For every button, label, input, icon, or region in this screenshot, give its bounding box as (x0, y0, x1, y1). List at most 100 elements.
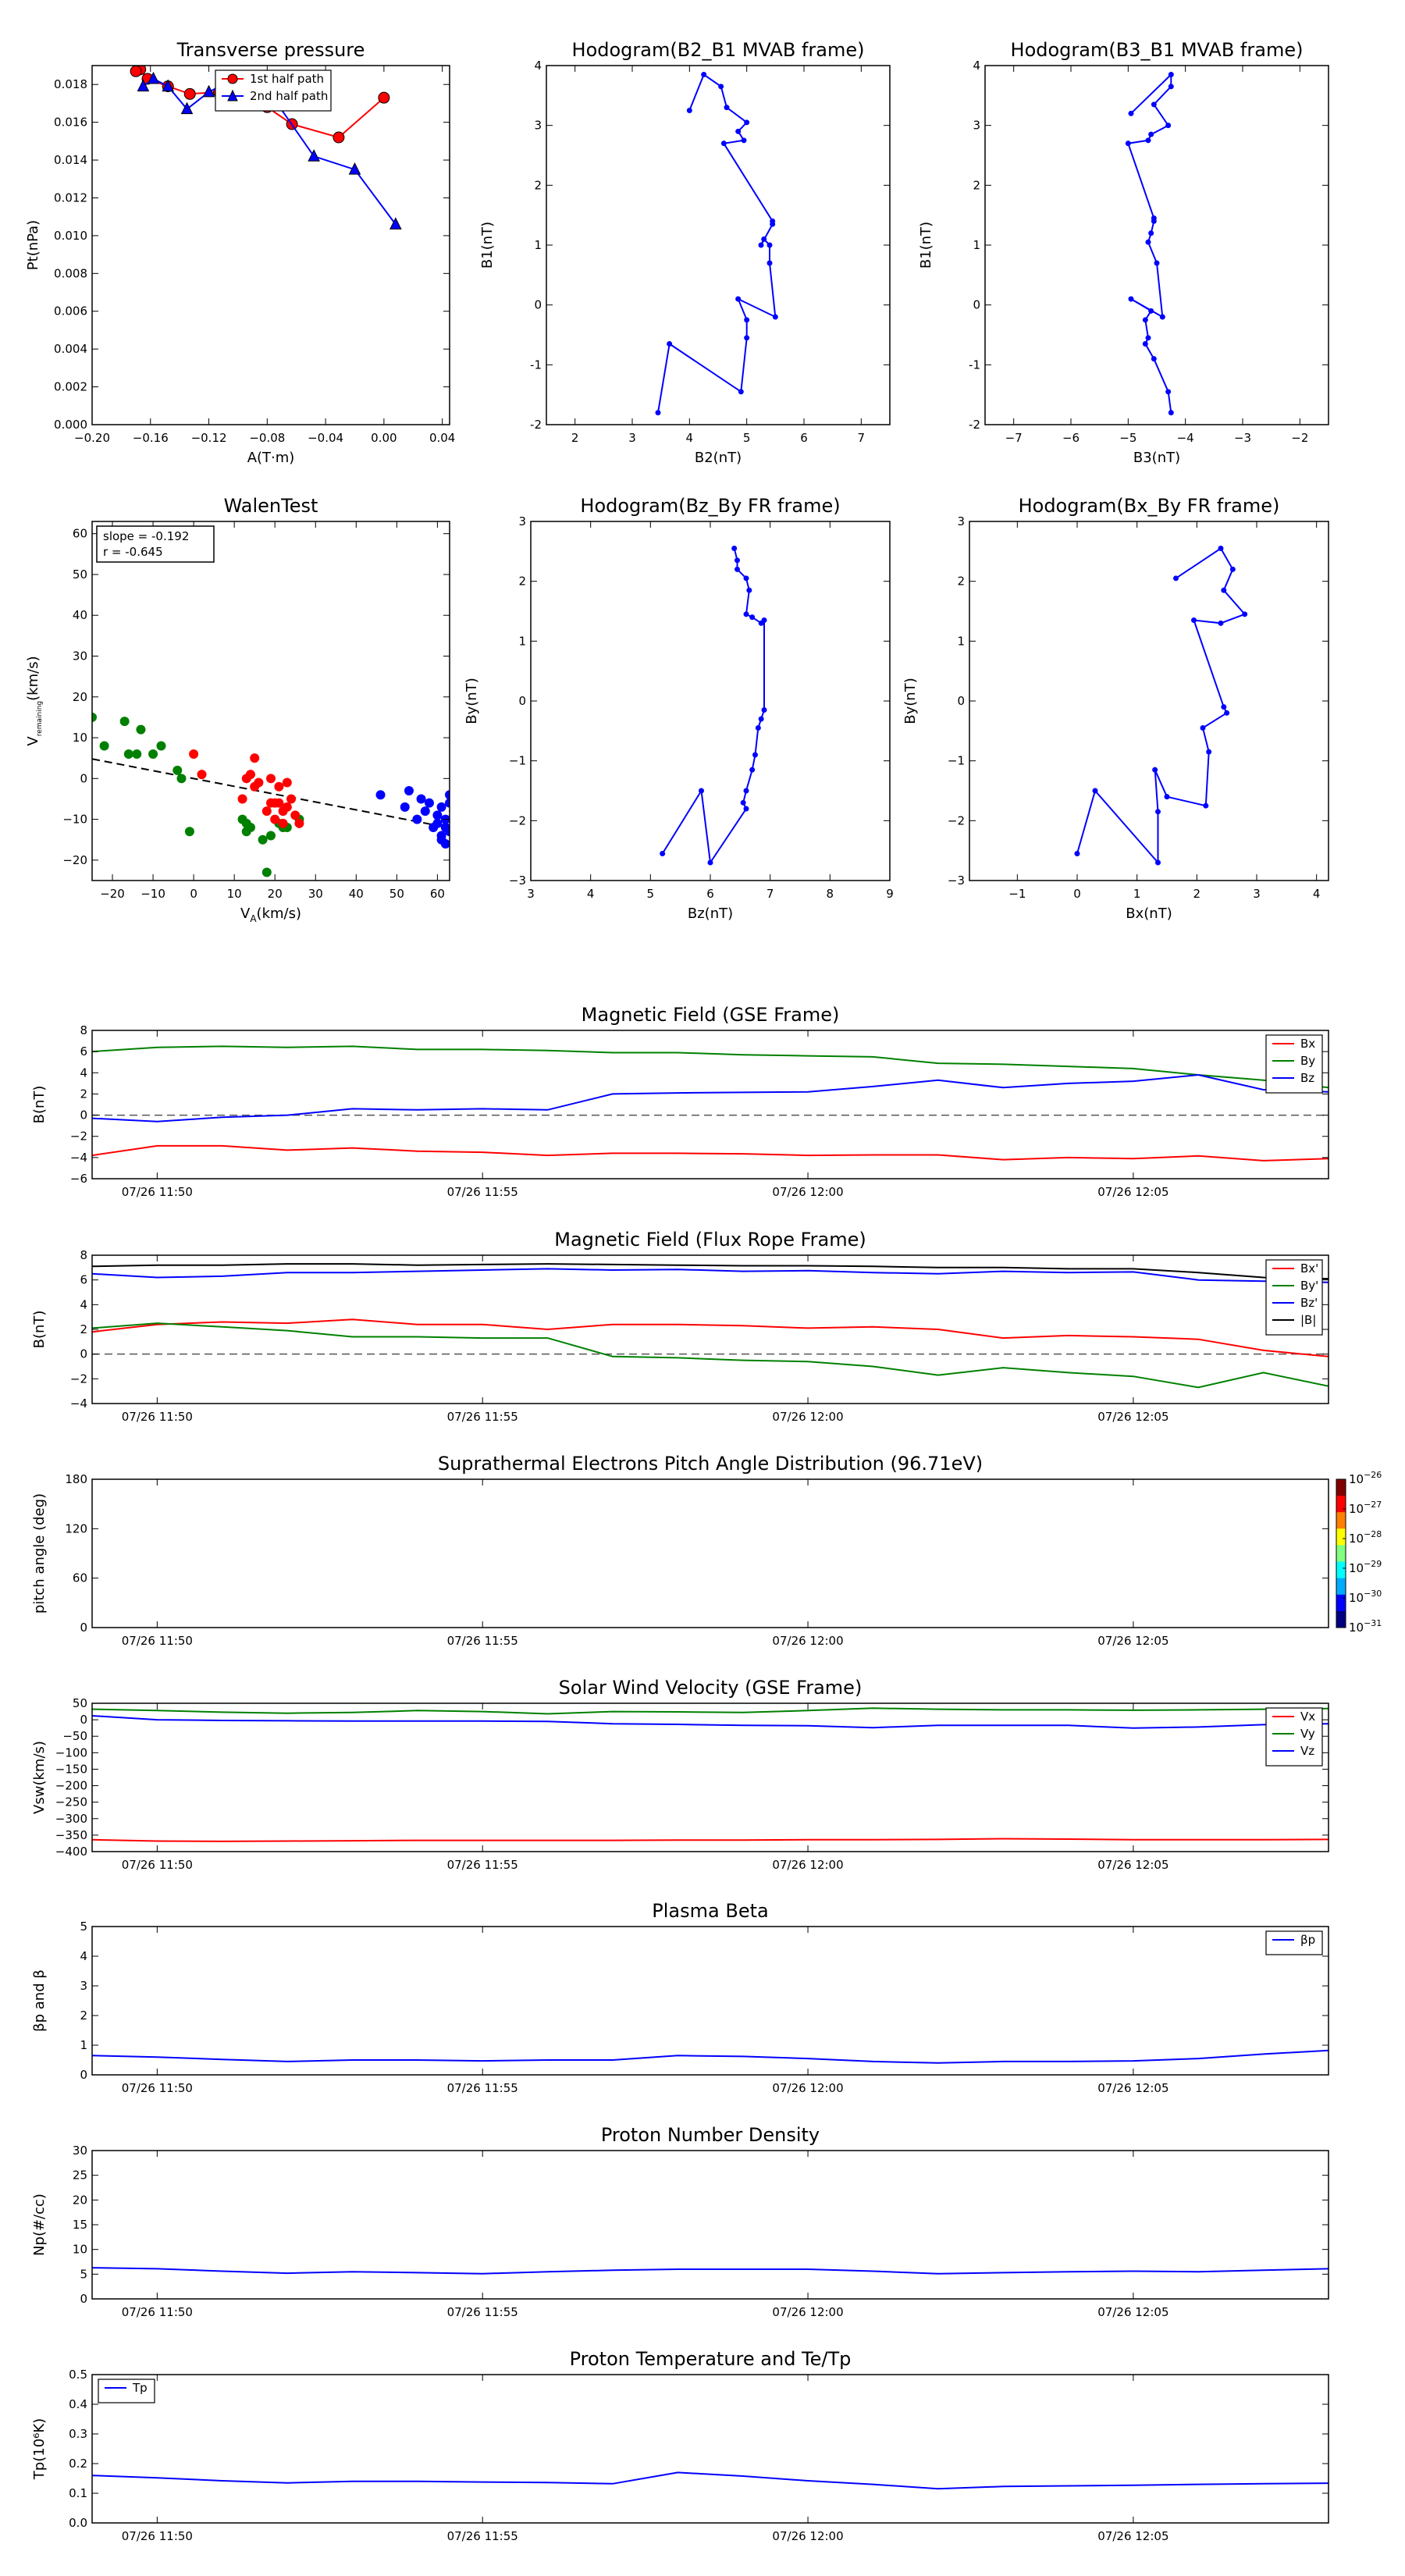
data-point (1164, 794, 1170, 800)
x-tick-label: 07/26 12:05 (1097, 2305, 1168, 2319)
y-tick-label: 30 (73, 649, 87, 664)
legend-label: Vx (1300, 1710, 1315, 1724)
data-point (348, 162, 361, 175)
colorbar-label: 10−30 (1349, 1589, 1382, 1605)
chart-ts3: Solar Wind Velocity (GSE Frame) −400 −350 −… (31, 1677, 1329, 1872)
y-tick-label: 2 (80, 1322, 87, 1336)
legend-label: Vy (1300, 1727, 1315, 1741)
y-tick-label: 15 (73, 2218, 87, 2232)
colorbar-segment (1336, 1545, 1346, 1563)
x-tick-label: −20 (100, 887, 125, 901)
data-point (707, 859, 713, 866)
data-point (137, 79, 150, 92)
x-tick-label: 0 (190, 887, 197, 901)
chart-title: Hodogram(B3_B1 MVAB frame) (1011, 39, 1304, 61)
x-axis-label: Bx(nT) (1126, 906, 1172, 922)
plot-frame (91, 1478, 1329, 1628)
x-tick-label: 2 (571, 431, 579, 445)
y-tick-label: 0.4 (69, 2397, 87, 2411)
data-point (699, 788, 704, 794)
plot-area (655, 72, 778, 416)
data-point (731, 546, 738, 551)
data-point (741, 137, 747, 144)
data-point (1092, 788, 1098, 794)
y-tick-label: −300 (55, 1812, 87, 1826)
y-tick-label: 0.3 (69, 2427, 87, 2441)
plot-area (92, 1045, 1329, 1162)
x-tick-label: 07/26 11:50 (122, 1858, 193, 1872)
x-tick-label: 07/26 11:50 (122, 2529, 193, 2543)
y-tick-label: 0.018 (54, 77, 87, 91)
y-tick-label: 0 (80, 2068, 87, 2082)
y-axis-label: Vsw(km/s) (31, 1741, 48, 1814)
data-point (1125, 141, 1131, 147)
legend-label: βp (1300, 1933, 1315, 1947)
series-line (92, 1263, 1329, 1280)
y-tick-label: −4 (70, 1151, 87, 1165)
x-tick-label: −7 (1005, 431, 1023, 445)
series-line (92, 1268, 1329, 1283)
data-point (375, 790, 386, 800)
plot-frame (91, 65, 450, 425)
y-tick-label: 1 (80, 2038, 87, 2052)
y-tick-label: −400 (55, 1845, 87, 1859)
plot-frame (91, 1926, 1329, 2076)
data-point (412, 814, 422, 824)
data-point (735, 128, 742, 134)
data-point (686, 108, 692, 113)
y-axis-label: Vremaining(km/s) (25, 656, 44, 745)
y-tick-label: 0.0 (69, 2516, 87, 2530)
data-point (1148, 308, 1154, 314)
y-tick-label: −1 (948, 754, 965, 768)
y-tick-label: −50 (62, 1729, 87, 1743)
y-tick-label: 20 (73, 690, 87, 704)
annotation-box (96, 525, 215, 563)
plot-area (92, 1263, 1329, 1389)
x-tick-label: 4 (1313, 887, 1321, 901)
data-point (701, 72, 707, 77)
x-axis-label: Bz(nT) (688, 906, 733, 922)
x-tick-label: 07/26 12:05 (1097, 1410, 1168, 1424)
plot-frame (91, 1703, 1329, 1852)
x-tick-label: 07/26 12:05 (1097, 1858, 1168, 1872)
data-point (1152, 767, 1158, 773)
data-point (744, 335, 750, 341)
data-point (389, 217, 402, 229)
data-point (743, 611, 749, 617)
y-tick-label: 40 (73, 608, 87, 622)
data-point (148, 749, 158, 759)
data-point (749, 614, 756, 621)
plot-frame (969, 521, 1329, 881)
colorbar-frame (1336, 1478, 1346, 1628)
plot-area (660, 546, 767, 866)
data-point (743, 788, 749, 794)
y-tick-label: 0.014 (54, 153, 87, 167)
data-point (744, 317, 750, 323)
data-point (749, 767, 756, 773)
y-tick-label: −3 (509, 873, 526, 888)
y-tick-label: −20 (62, 853, 87, 867)
y-tick-label: -2 (969, 418, 980, 432)
data-point (1206, 749, 1212, 755)
data-point (1159, 314, 1165, 320)
y-tick-label: 120 (65, 1521, 87, 1535)
data-point (270, 814, 280, 824)
data-point (1128, 110, 1134, 116)
data-point (720, 141, 727, 147)
x-axis-label: A(T·m) (247, 450, 295, 466)
x-tick-label: 07/26 12:00 (772, 2081, 843, 2095)
data-point (752, 752, 758, 758)
x-tick-label: 0.04 (429, 431, 455, 445)
data-point (758, 620, 764, 626)
data-point (274, 798, 284, 808)
colorbar-segment (1336, 1512, 1346, 1529)
x-tick-label: 07/26 11:50 (122, 1634, 193, 1648)
data-point (282, 777, 292, 788)
data-point (718, 84, 724, 90)
x-tick-label: 4 (587, 887, 595, 901)
data-point (176, 774, 187, 784)
y-tick-label: −4 (70, 1397, 87, 1411)
data-point (173, 765, 183, 775)
y-tick-label: 0 (80, 1621, 87, 1635)
data-point (445, 790, 450, 800)
